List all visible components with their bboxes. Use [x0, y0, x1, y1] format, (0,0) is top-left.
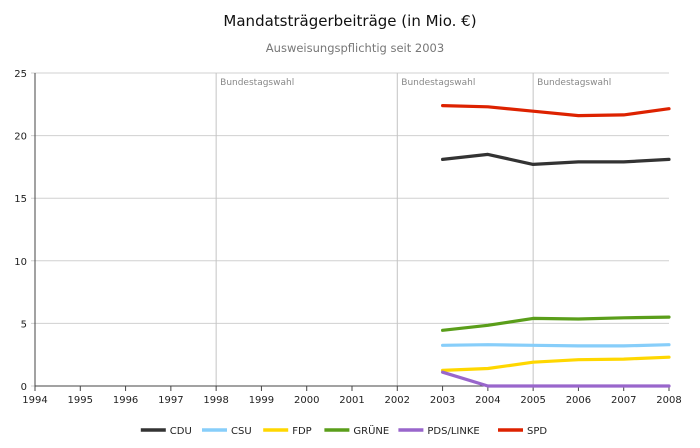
x-tick-label: 1997	[158, 395, 183, 406]
y-tick-label: 25	[14, 69, 27, 80]
x-tick-label: 2003	[430, 395, 455, 406]
x-tick-label: 2005	[520, 395, 545, 406]
series-line-pds-linke	[441, 370, 671, 388]
x-tick-label: 2007	[611, 395, 636, 406]
y-tick-label: 5	[21, 319, 27, 330]
x-tick-label: 2008	[656, 395, 681, 406]
series-line-fdp	[441, 355, 671, 372]
x-tick-label: 2001	[339, 395, 364, 406]
x-tick-label: 1999	[249, 395, 274, 406]
legend-label-fdp: FDP	[292, 426, 311, 437]
grid	[31, 72, 669, 387]
x-tick-label: 2004	[475, 395, 500, 406]
series-line-gr-ne	[441, 315, 671, 332]
series	[441, 103, 671, 388]
annotations: Bundestagswahl Bundestagswahl Bundestagswa…	[215, 73, 611, 386]
x-tick-label: 2006	[566, 395, 591, 406]
legend-label-spd: SPD	[527, 426, 547, 437]
y-tick-label: 15	[14, 194, 27, 205]
x-tick-label: 1995	[68, 395, 93, 406]
x-tick-label: 1996	[113, 395, 138, 406]
annotation-label: Bundestagswahl	[537, 78, 611, 88]
y-tick-label: 20	[14, 132, 27, 143]
legend-label-gr-ne: GRÜNE	[353, 424, 389, 437]
annotation-label: Bundestagswahl	[220, 78, 294, 88]
x-tick-label: 2000	[294, 395, 319, 406]
chart-title: Mandatsträgerbeiträge (in Mio. €)	[223, 12, 476, 30]
chart-subtitle: Ausweisungspflichtig seit 2003	[266, 41, 444, 55]
legend-label-cdu: CDU	[170, 426, 192, 437]
annotation-label: Bundestagswahl	[401, 78, 475, 88]
legend-label-pds-linke: PDS/LINKE	[427, 426, 479, 437]
x-tick-label: 1998	[203, 395, 228, 406]
axes: 0 5 10 15 20 25 1994 1995 1996 1997 1998 1999 2000 20…	[14, 69, 681, 406]
legend-label-csu: CSU	[231, 426, 252, 437]
y-tick-label: 0	[21, 382, 27, 393]
y-tick-label: 10	[14, 257, 27, 268]
series-line-cdu	[441, 152, 671, 166]
x-tick-label: 1994	[22, 395, 47, 406]
x-tick-label: 2002	[385, 395, 410, 406]
series-line-spd	[441, 103, 671, 118]
series-line-csu	[441, 343, 671, 348]
legend: CDU CSU FDP GRÜNE PDS/LINKE SPD	[140, 424, 547, 437]
